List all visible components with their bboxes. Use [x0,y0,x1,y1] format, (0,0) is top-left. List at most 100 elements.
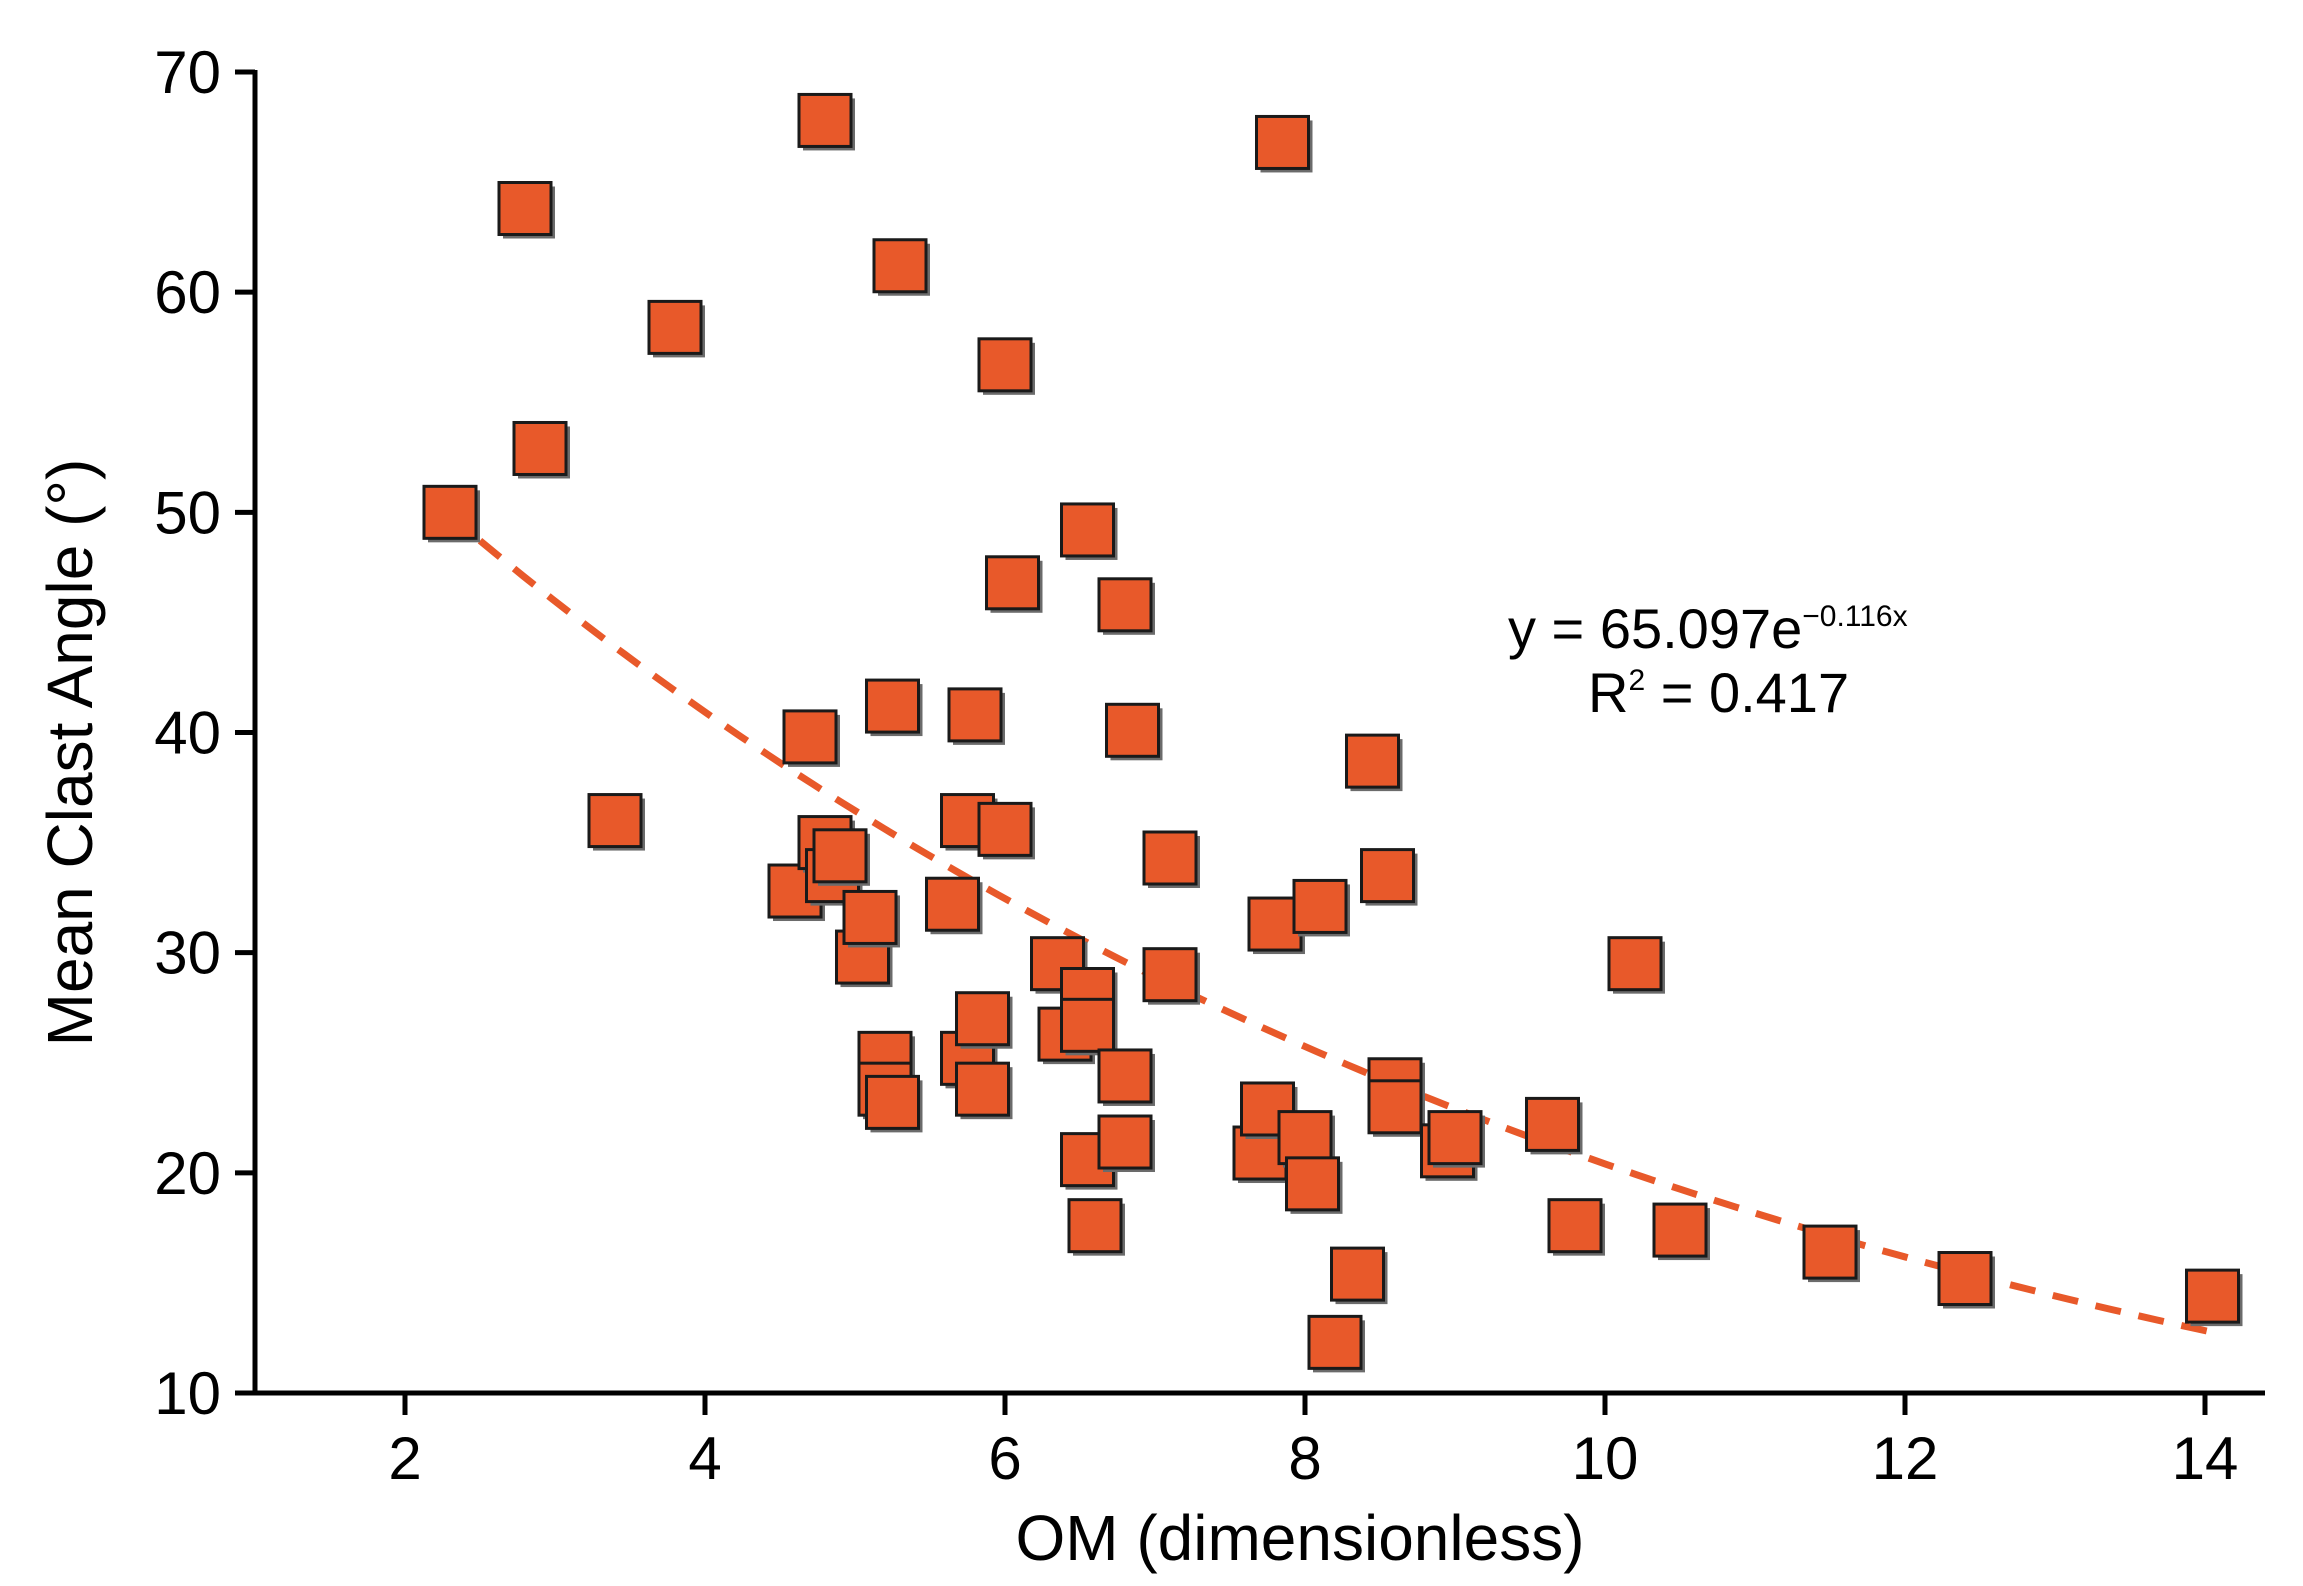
markers-layer [422,92,2243,1373]
data-point-marker [2185,1268,2240,1324]
data-point [1292,878,1350,937]
data-point [797,92,855,151]
data-point-marker [1097,1114,1153,1170]
data-point-marker [1345,733,1400,789]
data-point-marker [865,1074,920,1130]
r-squared-superscript: 2 [1628,664,1645,697]
y-tick-label: 70 [154,39,221,106]
data-point-marker [1360,848,1415,904]
data-point [872,238,930,296]
data-point-marker [1277,1110,1333,1166]
y-axis-title: Mean Clast Angle (°) [34,459,106,1047]
data-point [812,828,870,886]
trend-equation-base: y = 65.097e [1508,597,1802,660]
data-point-marker [1285,1156,1340,1212]
data-point [1247,896,1305,955]
data-point [1060,997,1118,1056]
trendline-layer [477,538,2214,1336]
data-point [1307,1314,1365,1373]
data-point-marker [812,828,868,884]
r-squared-label: R2 = 0.417 [1588,661,1849,724]
data-point [1067,1198,1125,1256]
data-point-marker [977,801,1033,857]
data-point-marker [985,555,1040,611]
y-tick-label: 40 [154,700,221,767]
data-point-marker [1105,702,1160,758]
data-point [1097,1048,1155,1106]
data-point [925,876,983,935]
data-point-marker [842,889,898,945]
data-point-marker [1607,936,1663,992]
data-point-marker [1240,1081,1295,1137]
data-point [1367,1079,1425,1137]
data-point [1097,1114,1155,1173]
data-point-marker [1802,1224,1858,1280]
data-point [2185,1268,2243,1327]
r-squared-prefix: R [1588,661,1628,724]
data-point-marker [1060,997,1115,1053]
data-point-marker [1142,830,1198,886]
data-point [1097,577,1155,635]
data-point [1937,1251,1995,1309]
data-point-marker [1060,502,1115,558]
y-tick-label: 60 [154,259,221,326]
y-tick-label: 10 [154,1360,221,1427]
y-ticks: 10 20 30 40 50 60 70 [154,39,255,1427]
data-point-marker [1247,896,1303,952]
data-point [842,889,900,948]
data-point [782,709,840,767]
y-tick-label: 30 [154,920,221,987]
data-point [1427,1110,1485,1168]
data-point [977,801,1035,860]
data-point-marker [1142,947,1198,1003]
data-point [1105,702,1163,761]
x-tick-label: 8 [1288,1425,1321,1492]
data-point-marker [955,991,1010,1047]
data-point-marker [1307,1314,1363,1370]
data-point [977,337,1035,395]
data-point [865,1074,923,1133]
x-tick-label: 14 [2172,1425,2239,1492]
data-point-marker [977,337,1033,393]
data-point [985,555,1043,613]
data-point [955,991,1013,1049]
data-point-marker [872,238,928,294]
data-point-marker [925,876,980,932]
data-point-marker [865,678,920,734]
axes-layer [252,70,2265,1396]
x-tick-label: 2 [388,1425,421,1492]
trend-equation-exponent: −0.116x [1802,600,1907,633]
x-axis-title: OM (dimensionless) [1015,1502,1584,1574]
data-point [1060,502,1118,560]
data-point [1802,1224,1860,1283]
data-point [1255,114,1313,173]
data-point-marker [1367,1079,1423,1135]
x-tick-label: 12 [1872,1425,1939,1492]
data-point-marker [947,687,1003,743]
data-point [1142,947,1200,1005]
x-tick-label: 6 [988,1425,1021,1492]
data-point-marker [1547,1198,1603,1254]
data-point-marker [497,181,553,237]
data-point [497,181,555,239]
data-point [647,299,705,358]
data-point [1547,1198,1605,1256]
data-point-marker [1067,1198,1123,1254]
data-point-marker [647,299,703,355]
data-point [1285,1156,1343,1214]
data-point-marker [1427,1110,1483,1166]
data-point [422,484,480,543]
x-tick-label: 10 [1572,1425,1639,1492]
data-point-marker [797,92,853,148]
data-point-marker [782,709,838,765]
data-point [1345,733,1403,792]
data-point-marker [512,420,568,476]
data-point [1330,1246,1388,1305]
data-point-marker [955,1061,1010,1117]
trend-equation: y = 65.097e−0.116x [1508,597,1908,660]
data-point-marker [1292,878,1348,934]
data-point-marker [1255,114,1310,170]
y-tick-label: 20 [154,1140,221,1207]
